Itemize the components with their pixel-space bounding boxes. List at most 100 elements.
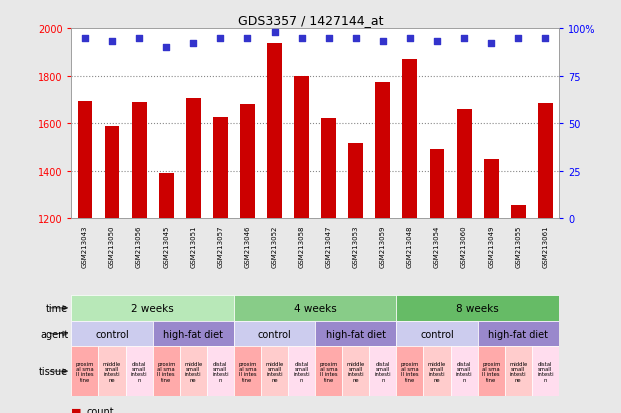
Text: GDS3357 / 1427144_at: GDS3357 / 1427144_at	[238, 14, 383, 27]
Text: middle
small
intesti
ne: middle small intesti ne	[428, 361, 446, 382]
Bar	[315, 321, 396, 347]
Text: distal
small
intesti
n: distal small intesti n	[212, 361, 229, 382]
Bar	[424, 347, 451, 396]
Bar	[153, 321, 234, 347]
Text: distal
small
intesti
n: distal small intesti n	[456, 361, 473, 382]
Text: GSM213054: GSM213054	[434, 225, 440, 267]
Bar	[321, 119, 336, 219]
Text: proxim
al sma
ll intes
tine: proxim al sma ll intes tine	[482, 361, 501, 382]
Bar	[78, 101, 93, 219]
Text: proxim
al sma
ll intes
tine: proxim al sma ll intes tine	[157, 361, 175, 382]
Text: GSM213061: GSM213061	[542, 225, 548, 268]
Text: middle
small
intesti
ne: middle small intesti ne	[103, 361, 121, 382]
Text: GSM213056: GSM213056	[136, 225, 142, 267]
Text: 2 weeks: 2 weeks	[131, 303, 174, 313]
Bar	[396, 347, 424, 396]
Bar	[234, 321, 315, 347]
Bar	[179, 347, 207, 396]
Bar	[478, 321, 559, 347]
Text: GSM213045: GSM213045	[163, 225, 169, 267]
Bar	[402, 60, 417, 219]
Text: GSM213048: GSM213048	[407, 225, 413, 267]
Text: 4 weeks: 4 weeks	[294, 303, 337, 313]
Text: middle
small
intesti
ne: middle small intesti ne	[265, 361, 284, 382]
Point	[432, 39, 442, 45]
Point	[514, 35, 524, 42]
Bar	[348, 144, 363, 219]
Bar	[396, 295, 559, 321]
Point	[486, 41, 496, 47]
Text: control: control	[258, 329, 291, 339]
Text: high-fat diet: high-fat diet	[326, 329, 386, 339]
Bar	[240, 105, 255, 219]
Text: proxim
al sma
ll intes
tine: proxim al sma ll intes tine	[320, 361, 338, 382]
Text: GSM213058: GSM213058	[299, 225, 305, 267]
Text: 8 weeks: 8 weeks	[456, 303, 499, 313]
Bar	[261, 347, 288, 396]
Text: GSM213057: GSM213057	[217, 225, 224, 267]
Text: GSM213049: GSM213049	[488, 225, 494, 267]
Bar	[213, 118, 228, 219]
Text: tissue: tissue	[39, 366, 68, 376]
Bar	[511, 206, 526, 219]
Text: GSM213043: GSM213043	[82, 225, 88, 267]
Text: proxim
al sma
ll intes
tine: proxim al sma ll intes tine	[238, 361, 256, 382]
Text: agent: agent	[40, 329, 68, 339]
Point	[80, 35, 90, 42]
Point	[351, 35, 361, 42]
Point	[324, 35, 333, 42]
Bar	[234, 347, 261, 396]
Point	[134, 35, 144, 42]
Point	[297, 35, 307, 42]
Text: GSM213051: GSM213051	[190, 225, 196, 267]
Text: GSM213052: GSM213052	[271, 225, 278, 267]
Text: GSM213059: GSM213059	[380, 225, 386, 267]
Text: count: count	[87, 406, 114, 413]
Bar	[99, 347, 125, 396]
Text: proxim
al sma
ll intes
tine: proxim al sma ll intes tine	[76, 361, 94, 382]
Text: distal
small
intesti
n: distal small intesti n	[293, 361, 310, 382]
Bar	[234, 295, 396, 321]
Bar	[288, 347, 315, 396]
Text: control: control	[420, 329, 454, 339]
Text: time: time	[46, 303, 68, 313]
Text: distal
small
intesti
n: distal small intesti n	[374, 361, 391, 382]
Bar	[267, 44, 282, 219]
Text: high-fat diet: high-fat diet	[488, 329, 548, 339]
Point	[107, 39, 117, 45]
Bar	[396, 321, 478, 347]
Bar	[532, 347, 559, 396]
Text: GSM213047: GSM213047	[325, 225, 332, 267]
Bar	[451, 347, 478, 396]
Point	[242, 35, 252, 42]
Bar	[71, 321, 153, 347]
Bar	[538, 104, 553, 219]
Point	[215, 35, 225, 42]
Point	[161, 45, 171, 51]
Bar	[430, 150, 445, 219]
Bar	[505, 347, 532, 396]
Point	[405, 35, 415, 42]
Text: GSM213060: GSM213060	[461, 225, 467, 268]
Text: middle
small
intesti
ne: middle small intesti ne	[509, 361, 527, 382]
Bar	[125, 347, 153, 396]
Text: distal
small
intesti
n: distal small intesti n	[131, 361, 147, 382]
Point	[270, 29, 279, 36]
Bar	[153, 347, 179, 396]
Point	[378, 39, 388, 45]
Bar	[376, 82, 391, 219]
Bar	[71, 347, 99, 396]
Text: proxim
al sma
ll intes
tine: proxim al sma ll intes tine	[401, 361, 419, 382]
Bar	[456, 109, 471, 219]
Text: middle
small
intesti
ne: middle small intesti ne	[184, 361, 202, 382]
Text: distal
small
intesti
n: distal small intesti n	[537, 361, 554, 382]
Bar	[71, 295, 234, 321]
Bar	[478, 347, 505, 396]
Text: GSM213050: GSM213050	[109, 225, 115, 267]
Text: ■: ■	[71, 406, 82, 413]
Text: GSM213053: GSM213053	[353, 225, 359, 267]
Point	[459, 35, 469, 42]
Bar	[484, 159, 499, 219]
Bar	[369, 347, 396, 396]
Bar	[186, 99, 201, 219]
